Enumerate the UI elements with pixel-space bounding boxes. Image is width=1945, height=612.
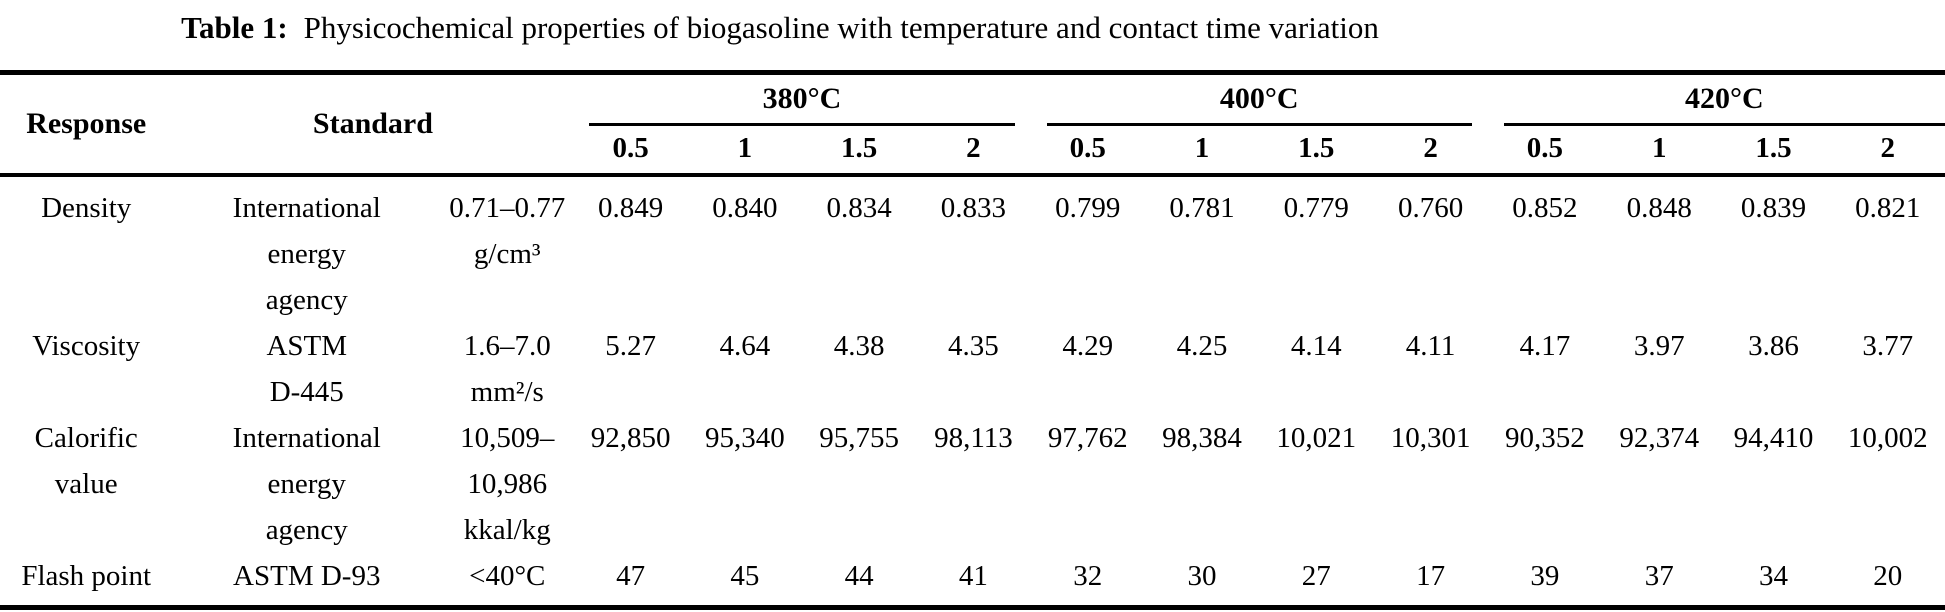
- range-cell: 0.71–0.77 g/cm³: [449, 192, 566, 270]
- value-cell: 10,002: [1847, 422, 1928, 454]
- contact-time-header: 0.5: [1487, 126, 1603, 177]
- standard-cell: International energy agency: [232, 192, 381, 316]
- value-cell: 95,755: [819, 422, 899, 454]
- value-cell: 98,113: [934, 422, 1013, 454]
- contact-time-header: 2: [1373, 126, 1488, 177]
- table-row-calorific-value: Calorific value International energy age…: [0, 415, 1945, 553]
- temp-group-header-420: 420°C: [1488, 73, 1945, 126]
- value-cell: 4.11: [1405, 330, 1456, 362]
- value-cell: 4.25: [1176, 330, 1228, 362]
- contact-time-header: 1.5: [1259, 126, 1374, 177]
- value-cell: 4.29: [1062, 330, 1114, 362]
- value-cell: 4.17: [1519, 330, 1571, 362]
- value-cell: 0.848: [1626, 192, 1692, 224]
- value-cell: 32: [1073, 560, 1103, 592]
- temp-group-header-row: Response Standard 380°C 400°C 420°C: [0, 72, 1945, 177]
- value-cell: 0.839: [1740, 192, 1807, 224]
- value-cell: 0.781: [1169, 192, 1235, 224]
- value-cell: 4.64: [719, 330, 771, 362]
- value-cell: 0.799: [1055, 192, 1121, 224]
- standard-column-header: Standard: [172, 72, 574, 177]
- value-cell: 37: [1644, 560, 1674, 592]
- value-cell: 4.38: [833, 330, 885, 362]
- range-cell: <40°C: [469, 560, 546, 592]
- range-cell: 10,509– 10,986 kkal/kg: [460, 422, 555, 546]
- value-cell: 92,374: [1619, 422, 1700, 454]
- table-row-flash-point: Flash point ASTM D-93 <40°C 47 45 44 41 …: [0, 553, 1945, 608]
- contact-time-header: 1: [1144, 126, 1260, 177]
- value-cell: 0.849: [597, 192, 664, 224]
- value-cell: 17: [1416, 560, 1446, 592]
- contact-time-header: 2: [1830, 126, 1945, 177]
- value-cell: 0.852: [1512, 192, 1578, 224]
- response-cell: Viscosity: [32, 330, 141, 362]
- contact-time-header: 2: [916, 126, 1031, 177]
- temp-group-header-400: 400°C: [1031, 73, 1488, 126]
- temp-group-label: 380°C: [589, 81, 1015, 126]
- value-cell: 94,410: [1733, 422, 1814, 454]
- range-cell: 1.6–7.0 mm²/s: [463, 330, 551, 408]
- value-cell: 30: [1187, 560, 1217, 592]
- value-cell: 3.86: [1748, 330, 1799, 362]
- contact-time-header: 1.5: [801, 126, 917, 177]
- standard-cell: International energy agency: [232, 422, 381, 546]
- value-cell: 39: [1530, 560, 1560, 592]
- value-cell: 0.840: [712, 192, 778, 224]
- value-cell: 10,021: [1276, 422, 1357, 454]
- contact-time-header: 1: [1602, 126, 1717, 177]
- value-cell: 41: [958, 560, 988, 592]
- value-cell: 97,762: [1047, 422, 1128, 454]
- value-cell: 90,352: [1505, 422, 1585, 454]
- contact-time-header: 1.5: [1716, 126, 1831, 177]
- value-cell: 27: [1301, 560, 1331, 592]
- value-cell: 44: [844, 560, 874, 592]
- value-cell: 0.821: [1855, 192, 1921, 224]
- response-column-header: Response: [0, 72, 173, 177]
- response-cell: Flash point: [21, 560, 152, 592]
- table-caption: Table 1: Physicochemical properties of bi…: [0, 0, 1560, 70]
- contact-time-header-row: 0.5 1 1.5 2 0.5 1 1.5 2 0.5 1 1.5 2: [0, 126, 1945, 177]
- table-caption-text: Physicochemical properties of biogasolin…: [303, 10, 1379, 45]
- contact-time-header: 0.5: [573, 126, 688, 177]
- standard-cell: ASTM D-93: [233, 560, 381, 592]
- response-cell: Calorific value: [34, 422, 138, 500]
- value-cell: 45: [730, 560, 760, 592]
- value-cell: 4.14: [1290, 330, 1342, 362]
- contact-time-header: 1: [687, 126, 802, 177]
- value-cell: 3.97: [1633, 330, 1685, 362]
- value-cell: 0.834: [826, 192, 892, 224]
- standard-cell: ASTM D-445: [266, 330, 348, 408]
- value-cell: 4.35: [948, 330, 999, 362]
- value-cell: 10,301: [1390, 422, 1471, 454]
- value-cell: 0.760: [1397, 192, 1464, 224]
- table-row-density: Density International energy agency 0.71…: [0, 175, 1945, 323]
- temp-group-label: 420°C: [1503, 81, 1945, 126]
- value-cell: 0.833: [940, 192, 1007, 224]
- value-cell: 47: [616, 560, 646, 592]
- value-cell: 3.77: [1862, 330, 1914, 362]
- table-caption-label: Table 1:: [181, 10, 288, 45]
- response-cell: Density: [41, 192, 132, 224]
- properties-table: Response Standard 380°C 400°C 420°C 0.5 …: [0, 70, 1945, 610]
- value-cell: 20: [1873, 560, 1903, 592]
- value-cell: 34: [1758, 560, 1788, 592]
- value-cell: 92,850: [590, 422, 671, 454]
- temp-group-label: 400°C: [1046, 81, 1472, 126]
- value-cell: 0.779: [1283, 192, 1349, 224]
- contact-time-header: 0.5: [1030, 126, 1145, 177]
- temp-group-header-380: 380°C: [573, 73, 1030, 126]
- value-cell: 5.27: [605, 330, 656, 362]
- value-cell: 98,384: [1162, 422, 1242, 454]
- table-row-viscosity: Viscosity ASTM D-445 1.6–7.0 mm²/s 5.27 …: [0, 323, 1945, 415]
- value-cell: 95,340: [704, 422, 785, 454]
